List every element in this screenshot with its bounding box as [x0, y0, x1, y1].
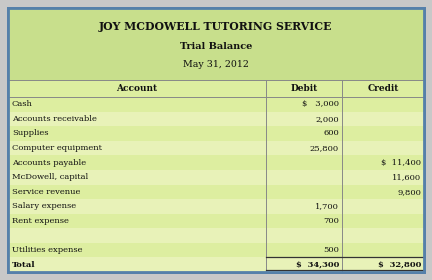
Text: JOY MCDOWELL TUTORING SERVICE: JOY MCDOWELL TUTORING SERVICE — [99, 21, 333, 32]
Text: 1,700: 1,700 — [315, 202, 339, 210]
Text: Service revenue: Service revenue — [12, 188, 80, 196]
Text: 2,000: 2,000 — [315, 115, 339, 123]
Text: Supplies: Supplies — [12, 129, 48, 137]
Text: May 31, 2012: May 31, 2012 — [183, 60, 249, 69]
Bar — [8, 8, 424, 80]
Text: Cash: Cash — [12, 100, 33, 108]
Text: Credit: Credit — [367, 84, 399, 93]
Bar — [8, 228, 424, 243]
Text: $  11,400: $ 11,400 — [381, 159, 421, 167]
Bar — [8, 214, 424, 228]
Bar — [8, 185, 424, 199]
Text: Utilities expense: Utilities expense — [12, 246, 83, 254]
Bar — [8, 257, 424, 272]
Bar — [8, 141, 424, 155]
Text: Salary expense: Salary expense — [12, 202, 76, 210]
Bar — [8, 243, 424, 257]
Text: 500: 500 — [323, 246, 339, 254]
Bar — [8, 126, 424, 141]
Bar — [8, 80, 424, 97]
Text: Debit: Debit — [290, 84, 318, 93]
Text: Trial Balance: Trial Balance — [180, 42, 252, 51]
Text: 600: 600 — [323, 129, 339, 137]
Text: $  32,800: $ 32,800 — [378, 261, 421, 269]
Text: 9,800: 9,800 — [397, 188, 421, 196]
Text: Total: Total — [12, 261, 35, 269]
Bar — [8, 170, 424, 185]
Text: McDowell, capital: McDowell, capital — [12, 173, 88, 181]
Bar — [8, 199, 424, 214]
Text: $  34,300: $ 34,300 — [295, 261, 339, 269]
Bar — [8, 97, 424, 112]
Text: 700: 700 — [323, 217, 339, 225]
Text: Rent expense: Rent expense — [12, 217, 69, 225]
Text: Accounts receivable: Accounts receivable — [12, 115, 97, 123]
Bar — [8, 112, 424, 126]
Text: 25,800: 25,800 — [310, 144, 339, 152]
Bar — [8, 155, 424, 170]
Text: Computer equipment: Computer equipment — [12, 144, 102, 152]
Text: $   3,000: $ 3,000 — [302, 100, 339, 108]
Text: Account: Account — [117, 84, 158, 93]
Text: Accounts payable: Accounts payable — [12, 159, 86, 167]
Text: 11,600: 11,600 — [392, 173, 421, 181]
